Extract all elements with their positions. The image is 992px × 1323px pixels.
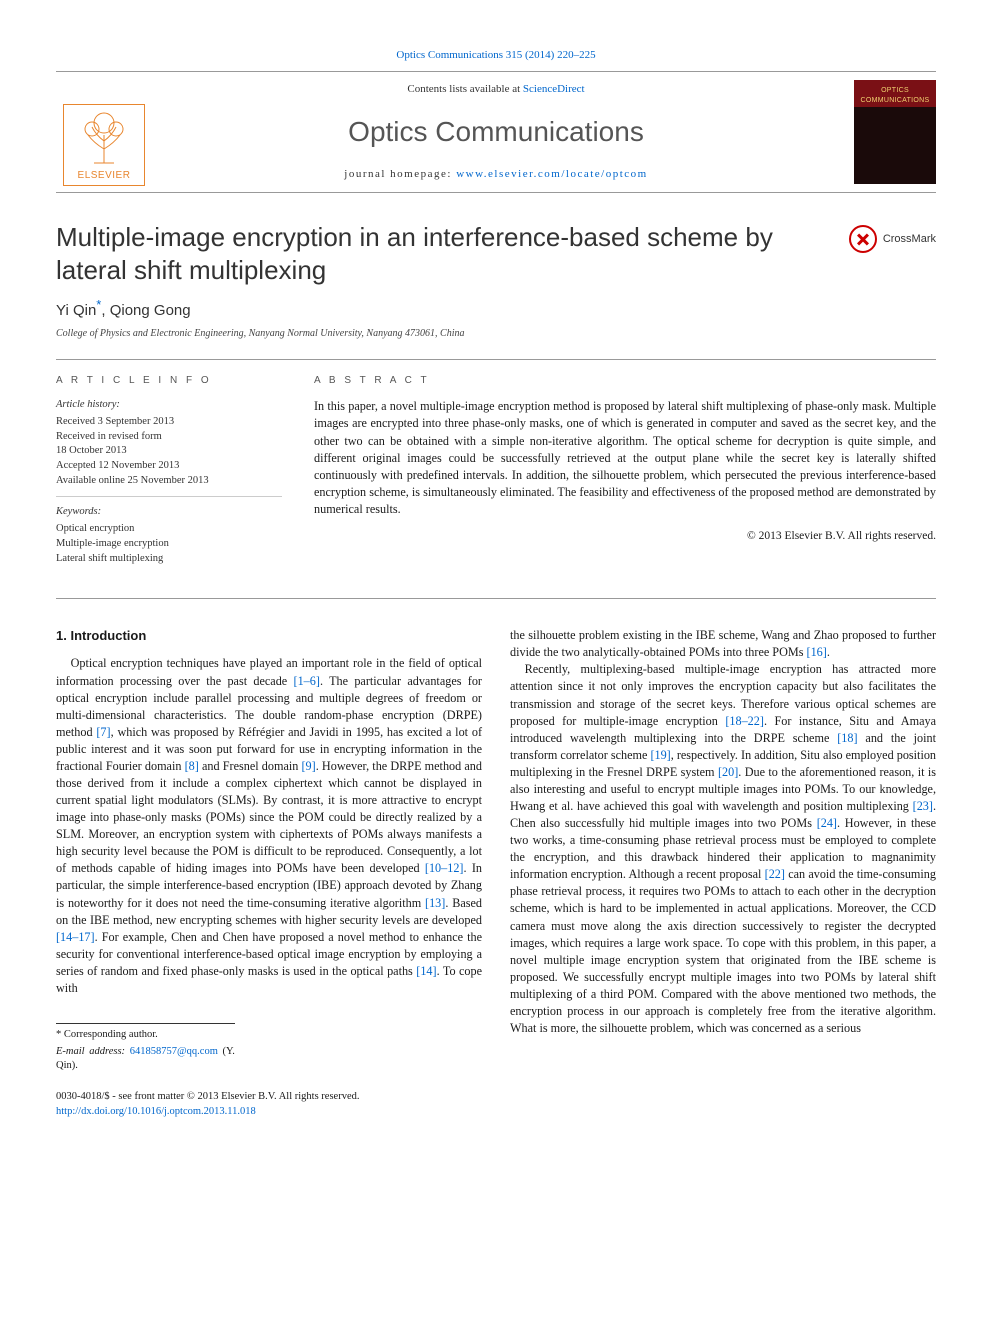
author-sep: , [101,302,109,319]
authors: Yi Qin*, Qiong Gong [56,296,936,321]
citation-link[interactable]: [9] [302,759,316,773]
crossmark-widget[interactable]: CrossMark [849,225,936,253]
citation-link[interactable]: [13] [425,896,445,910]
citation-link[interactable]: [24] [817,816,837,830]
email-label: E-mail address: [56,1046,130,1057]
citation-link[interactable]: [14] [416,964,436,978]
crossmark-label: CrossMark [883,232,936,247]
top-citation-link[interactable]: Optics Communications 315 (2014) 220–225 [396,49,595,61]
body-columns: 1. Introduction Optical encryption techn… [56,627,936,1119]
body-paragraph: Optical encryption techniques have playe… [56,655,482,997]
top-citation: Optics Communications 315 (2014) 220–225 [56,48,936,63]
history-line: Accepted 12 November 2013 [56,459,282,474]
journal-home-link[interactable]: www.elsevier.com/locate/optcom [456,168,648,180]
elsevier-tree-icon [64,105,144,167]
article-title: Multiple-image encryption in an interfer… [56,221,837,286]
citation-link[interactable]: [22] [765,867,785,881]
history-line: Received 3 September 2013 [56,415,282,430]
author-1[interactable]: Yi Qin [56,302,96,319]
citation-link[interactable]: [10–12] [425,861,464,875]
body-paragraph: Recently, multiplexing-based multiple-im… [510,661,936,1037]
doi-link[interactable]: http://dx.doi.org/10.1016/j.optcom.2013.… [56,1106,256,1117]
section-number: 1. [56,628,67,643]
citation-link[interactable]: [14–17] [56,930,95,944]
keyword: Multiple-image encryption [56,537,282,552]
article-history: Article history: Received 3 September 20… [56,398,282,497]
citation-link[interactable]: [8] [185,759,199,773]
citation-link[interactable]: [7] [96,725,110,739]
body-paragraph: the silhouette problem existing in the I… [510,627,936,661]
citation-link[interactable]: [1–6] [294,674,320,688]
masthead: ELSEVIER Contents lists available at Sci… [56,71,936,193]
section-heading: 1. Introduction [56,627,482,645]
abstract-copyright: © 2013 Elsevier B.V. All rights reserved… [314,528,936,544]
citation-link[interactable]: [18–22] [725,714,764,728]
abstract-text: In this paper, a novel multiple-image en… [314,398,936,518]
journal-cover-thumb[interactable]: OPTICSCOMMUNICATIONS [854,80,936,184]
sciencedirect-link[interactable]: ScienceDirect [523,83,585,95]
citation-link[interactable]: [19] [650,748,670,762]
elsevier-logo[interactable]: ELSEVIER [63,104,145,186]
section-title: Introduction [70,628,146,643]
affiliation: College of Physics and Electronic Engine… [56,327,936,341]
corresponding-footnote: * Corresponding author. [56,1028,235,1043]
email-footnote: E-mail address: 641858757@qq.com (Y. Qin… [56,1045,235,1074]
cover-title: OPTICSCOMMUNICATIONS [854,86,936,106]
article-info-heading: A R T I C L E I N F O [56,374,282,388]
keywords-block: Keywords: Optical encryption Multiple-im… [56,505,282,574]
publisher-logo-wrap: ELSEVIER [56,72,152,192]
keywords-label: Keywords: [56,505,282,520]
history-line: Available online 25 November 2013 [56,474,282,489]
citation-link[interactable]: [16] [807,645,827,659]
crossmark-icon [849,225,877,253]
footnotes: * Corresponding author. E-mail address: … [56,1023,235,1074]
citation-link[interactable]: [20] [718,765,738,779]
citation-link[interactable]: [18] [837,731,857,745]
issn-line: 0030-4018/$ - see front matter © 2013 El… [56,1090,359,1105]
journal-title: Optics Communications [160,112,832,151]
history-line: 18 October 2013 [56,444,282,459]
history-line: Received in revised form [56,430,282,445]
history-label: Article history: [56,398,282,413]
issn-block: 0030-4018/$ - see front matter © 2013 El… [56,1090,359,1119]
elsevier-wordmark: ELSEVIER [64,167,144,183]
journal-homepage: journal homepage: www.elsevier.com/locat… [160,167,832,182]
citation-link[interactable]: [23] [913,799,933,813]
abstract-heading: A B S T R A C T [314,374,936,388]
keyword: Optical encryption [56,522,282,537]
contents-prefix: Contents lists available at [407,83,522,95]
author-2[interactable]: Qiong Gong [110,302,191,319]
email-link[interactable]: 641858757@qq.com [130,1046,218,1057]
keyword: Lateral shift multiplexing [56,552,282,567]
journal-home-label: journal homepage: [344,168,456,180]
contents-line: Contents lists available at ScienceDirec… [160,82,832,97]
